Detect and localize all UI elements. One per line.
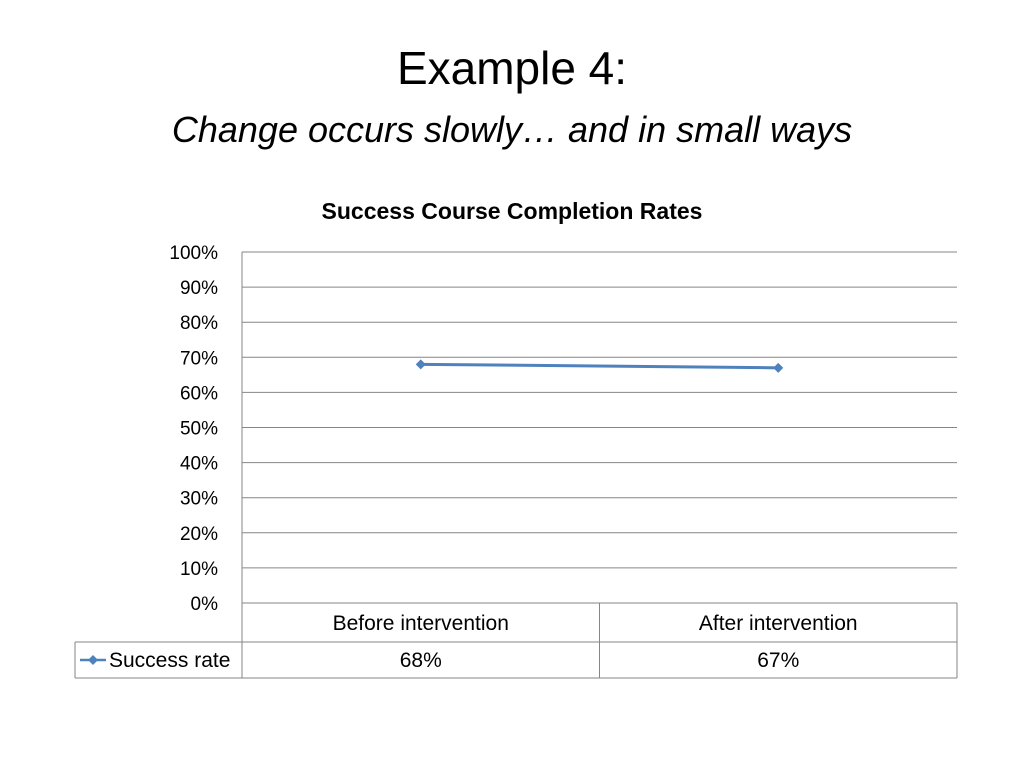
slide-subtitle: Change occurs slowly… and in small ways: [171, 109, 853, 150]
y-tick-label: 50%: [180, 419, 218, 440]
series-line: [420, 362, 779, 370]
chart-title: Success Course Completion Rates: [322, 198, 703, 224]
y-tick-label: 80%: [180, 313, 218, 334]
series-layer: [415, 359, 784, 373]
y-tick-label: 70%: [180, 348, 218, 369]
y-tick-label: 60%: [180, 383, 218, 404]
legend-marker-swatch: [88, 655, 98, 665]
y-tick-label: 0%: [191, 594, 219, 615]
slide-title: Example 4:: [396, 42, 628, 94]
category-label: Before intervention: [333, 612, 509, 635]
y-tick-label: 40%: [180, 454, 218, 475]
data-point-marker: [415, 359, 426, 370]
data-point-marker: [773, 362, 784, 373]
gridlines: [241, 251, 957, 678]
y-axis-ticks: 0% 10% 20% 30% 40% 50% 60% 70% 80% 90% 100%: [169, 243, 218, 615]
data-table: Before intervention After intervention Suc…: [74, 603, 958, 679]
category-label: After intervention: [699, 612, 858, 635]
y-tick-label: 10%: [180, 559, 218, 580]
data-table-value: 68%: [400, 649, 442, 672]
data-table-value: 67%: [757, 649, 799, 672]
y-tick-label: 90%: [180, 278, 218, 299]
y-tick-label: 100%: [169, 243, 218, 264]
y-tick-label: 30%: [180, 489, 218, 510]
legend-series-name: Success rate: [109, 649, 230, 672]
y-tick-label: 20%: [180, 524, 218, 545]
